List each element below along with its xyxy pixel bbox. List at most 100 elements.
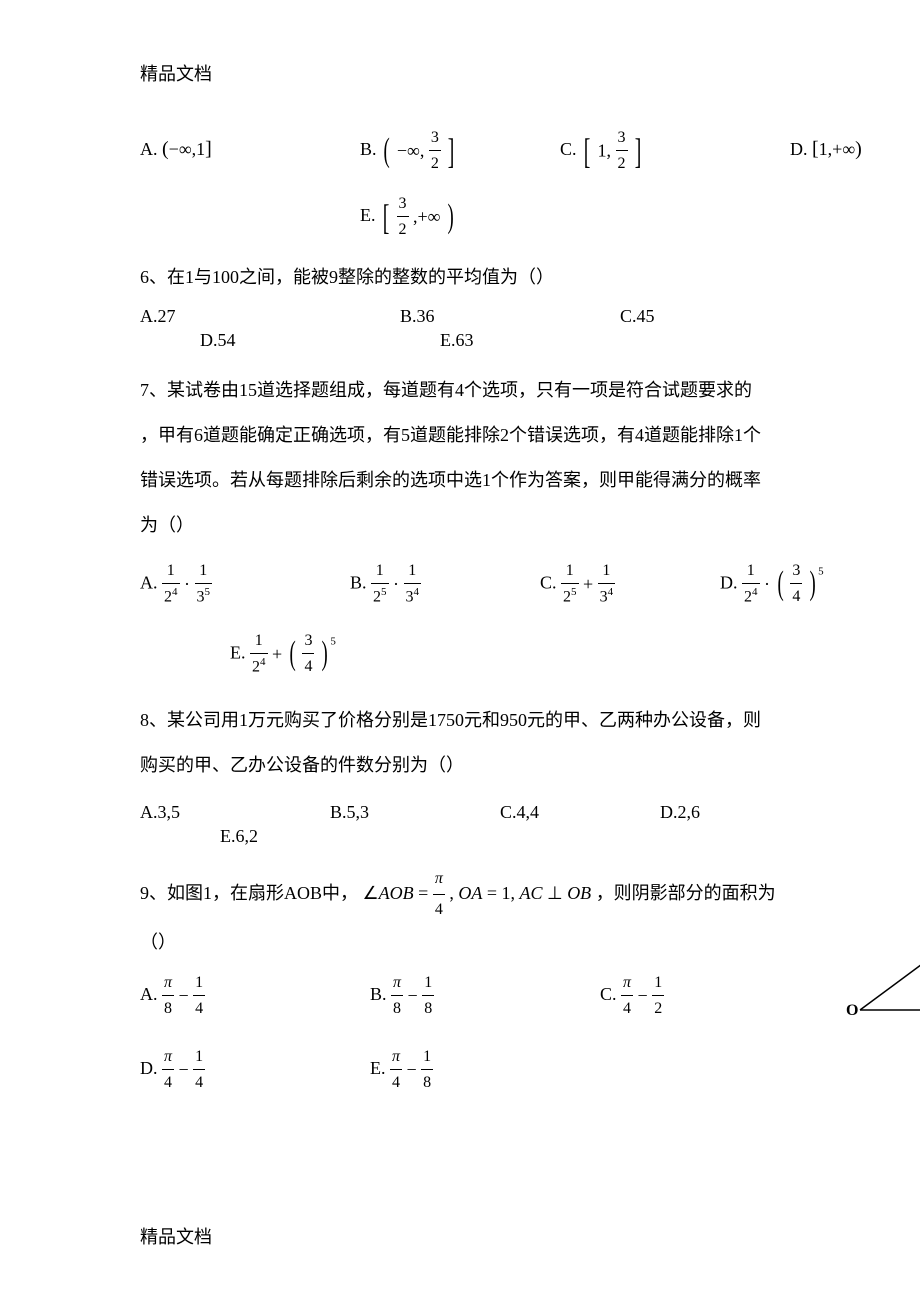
q7-D-d1b: 2 (744, 589, 752, 606)
q6-stem: 6、在1与100之间，能被9整除的整数的平均值为（） (140, 263, 920, 292)
q9-A-n: π (162, 970, 174, 997)
q8-opt-A: A.3,5 (140, 798, 180, 827)
q7-opt-D: D. 1 24 · ( 3 4 )5 (720, 558, 824, 611)
q9-opt-D: D. π4 − 14 (140, 1044, 205, 1096)
q7-A-n1: 1 (162, 558, 180, 585)
q7-C-d2b: 3 (600, 589, 608, 606)
q7-E-plus: + (272, 643, 282, 663)
q9-frac-pi4: π 4 (433, 864, 445, 926)
q7-D-dot: · (764, 573, 770, 593)
q9-A-minus: − (179, 985, 189, 1005)
q6-opt-E: E.63 (440, 326, 474, 355)
q6-opt-C: C.45 (620, 302, 655, 331)
q7-D-n2: 3 (790, 558, 802, 585)
q9-C-minus: − (638, 985, 648, 1005)
q7-B-d1: 25 (371, 584, 389, 610)
q7-C-d2: 34 (598, 584, 616, 610)
q9-E-f2: 18 (421, 1044, 433, 1096)
q9-A-f1: π8 (162, 970, 174, 1022)
q9-E-d2: 8 (421, 1070, 433, 1096)
q8-line1: 8、某公司用1万元购买了价格分别是1750元和950元的甲、乙两种办公设备，则 (140, 698, 920, 743)
q9-AC: AC (519, 883, 542, 903)
q9-C-f2: 12 (652, 970, 664, 1022)
q7-B-d2b: 3 (406, 589, 414, 606)
q9-angle: ∠ (363, 883, 379, 903)
q5-C-left: 1, (598, 140, 612, 160)
q7-line4: 为（） (140, 503, 920, 548)
q7-C-n2: 1 (598, 558, 616, 585)
q7-D-frac2: 3 4 (790, 558, 802, 610)
q9-D-d: 4 (162, 1070, 174, 1096)
q9-B-n2: 1 (422, 970, 434, 997)
q9-C-f1: π4 (621, 970, 633, 1022)
q9-B-d: 8 (391, 996, 403, 1022)
q5-A-body: −∞,1 (169, 139, 205, 159)
q7-C-label: C. (540, 572, 557, 592)
q7-E-frac1: 1 24 (250, 628, 268, 681)
q5-A-label: A. (140, 139, 158, 159)
q7-line3: 错误选项。若从每题排除后剩余的选项中选1个作为答案，则甲能得满分的概率 (140, 458, 920, 503)
q5-E-close: ) (448, 200, 454, 234)
q7-line1: 7、某试卷由15道选择题组成，每道题有4个选项，只有一项是符合试题要求的 (140, 368, 920, 413)
q7-A-frac1: 1 24 (162, 558, 180, 611)
q9-A-d: 8 (162, 996, 174, 1022)
q6-opt-B: B.36 (400, 302, 435, 331)
q5-C-label: C. (560, 139, 577, 159)
q5-C-frac: 3 2 (616, 125, 628, 177)
q6-options: A.27 B.36 C.45 D.54 E.63 (140, 302, 920, 350)
q6-opt-A: A.27 (140, 302, 176, 331)
q7-B-frac1: 1 25 (371, 558, 389, 611)
q7-C-e1: 5 (571, 586, 577, 598)
q9-E-minus: − (407, 1059, 417, 1079)
q5-options-row2: E. [ 3 2 ,+∞ ) (140, 195, 920, 245)
q7-C-n1: 1 (561, 558, 579, 585)
q7-A-n2: 1 (195, 558, 213, 585)
q7-C-plus: + (583, 573, 593, 593)
q9-B-minus: − (408, 985, 418, 1005)
q5-B-frac: 3 2 (429, 125, 441, 177)
q5-C-frac-den: 2 (616, 151, 628, 177)
q7-C-frac1: 1 25 (561, 558, 579, 611)
q5-opt-A: A. (−∞,1] (140, 133, 212, 165)
q9-eq1: = 1, (487, 883, 520, 903)
q8-opt-C: C.4,4 (500, 798, 539, 827)
q9-D-minus: − (179, 1059, 189, 1079)
q6-opt-D: D.54 (200, 326, 236, 355)
q7-B-e2: 4 (414, 586, 420, 598)
q9-perp: ⊥ (547, 883, 567, 903)
q9-B-n: π (391, 970, 403, 997)
q9-D-label: D. (140, 1058, 158, 1078)
q7-A-label: A. (140, 572, 158, 592)
q5-E-frac-num: 3 (397, 191, 409, 218)
q5-opt-B: B. ( −∞, 3 2 ] (360, 125, 457, 177)
q7-C-d1: 25 (561, 584, 579, 610)
q9-c1: , (449, 883, 458, 903)
q5-A-open: ( (162, 138, 169, 160)
q9-C-n2: 1 (652, 970, 664, 997)
q7-A-d1b: 2 (164, 589, 172, 606)
q7-C-d1b: 2 (563, 589, 571, 606)
q9-B-f2: 18 (422, 970, 434, 1022)
q5-E-frac: 3 2 (397, 191, 409, 243)
q7-E-d2: 4 (302, 654, 314, 680)
q5-opt-E: E. [ 3 2 ,+∞ ) (360, 191, 456, 243)
q9-E-d: 4 (390, 1070, 402, 1096)
q7-B-label: B. (350, 572, 367, 592)
q5-D-open: [ (812, 138, 819, 160)
q5-E-label: E. (360, 205, 376, 225)
q5-D-label: D. (790, 139, 808, 159)
q7-options-row2: E. 1 24 + ( 3 4 )5 (140, 628, 920, 680)
q5-C-frac-num: 3 (616, 125, 628, 152)
q9-C-d2: 2 (652, 996, 664, 1022)
q7-E-close: ) (322, 637, 328, 671)
q7-B-e1: 5 (381, 586, 387, 598)
q7-opt-A: A. 1 24 · 1 35 (140, 558, 212, 611)
q9-A-label: A. (140, 984, 158, 1004)
q8-options: A.3,5 B.5,3 C.4,4 D.2,6 E.6,2 (140, 798, 920, 846)
q5-E-frac-den: 2 (397, 217, 409, 243)
figure-svg (840, 890, 920, 1070)
q5-B-left: −∞, (397, 140, 424, 160)
q9-pi: π (433, 864, 445, 895)
q5-B-label: B. (360, 139, 377, 159)
q7-E-d1: 24 (250, 654, 268, 680)
